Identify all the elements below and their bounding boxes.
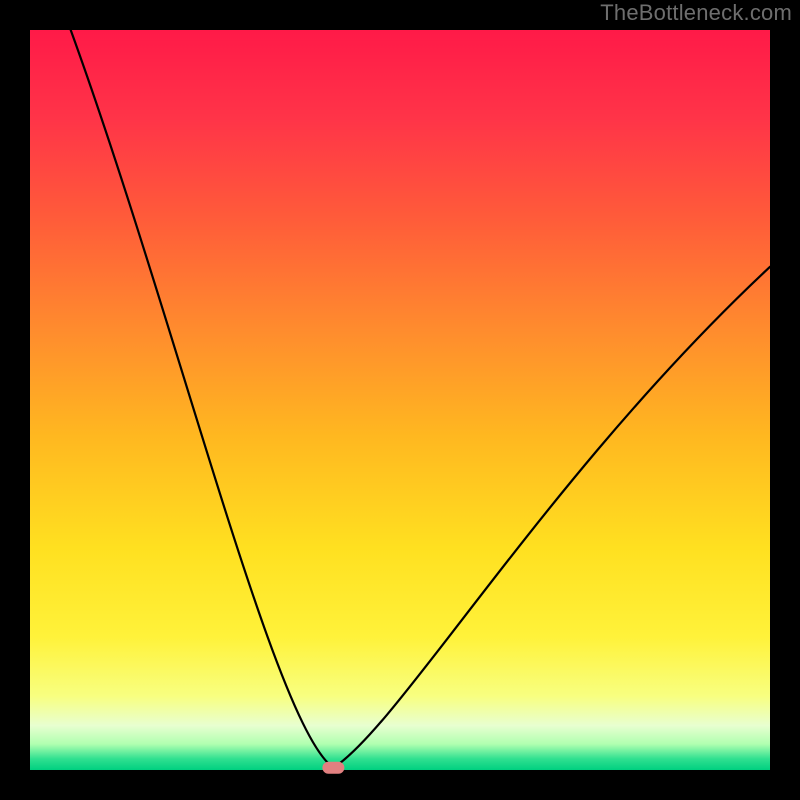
watermark-text: TheBottleneck.com bbox=[600, 0, 792, 26]
bottleneck-chart bbox=[0, 0, 800, 800]
plot-area bbox=[30, 30, 770, 770]
optimum-marker bbox=[322, 762, 344, 774]
chart-container: TheBottleneck.com bbox=[0, 0, 800, 800]
